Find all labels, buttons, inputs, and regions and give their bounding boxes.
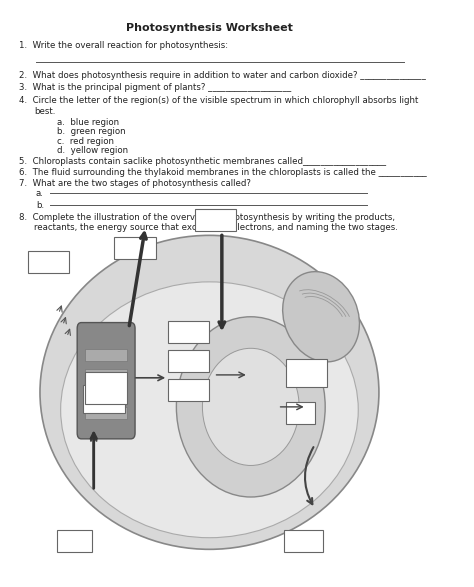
FancyBboxPatch shape <box>85 387 127 399</box>
Text: 5.  Chloroplasts contain saclike photosynthetic membranes called________________: 5. Chloroplasts contain saclike photosyn… <box>19 157 386 166</box>
Ellipse shape <box>61 282 358 538</box>
FancyBboxPatch shape <box>284 530 323 552</box>
Text: Photosynthesis Worksheet: Photosynthesis Worksheet <box>126 23 293 33</box>
FancyBboxPatch shape <box>85 372 127 404</box>
Text: a.: a. <box>36 190 44 198</box>
Ellipse shape <box>283 272 359 362</box>
Text: 3.  What is the principal pigment of plants? ___________________: 3. What is the principal pigment of plan… <box>19 83 292 92</box>
FancyBboxPatch shape <box>83 385 125 413</box>
Text: best.: best. <box>34 107 55 116</box>
FancyBboxPatch shape <box>195 208 237 231</box>
FancyBboxPatch shape <box>286 402 315 424</box>
Ellipse shape <box>202 348 299 465</box>
Text: 1.  Write the overall reaction for photosynthesis:: 1. Write the overall reaction for photos… <box>19 41 228 49</box>
FancyBboxPatch shape <box>286 359 327 386</box>
Text: 6.  The fluid surrounding the thylakoid membranes in the chloroplasts is called : 6. The fluid surrounding the thylakoid m… <box>19 168 427 177</box>
Text: 8.  Complete the illustration of the overview of photosynthesis by writing the p: 8. Complete the illustration of the over… <box>19 213 395 222</box>
FancyBboxPatch shape <box>85 407 127 419</box>
Text: 4.  Circle the letter of the region(s) of the visible spectrum in which chloroph: 4. Circle the letter of the region(s) of… <box>19 96 419 105</box>
FancyBboxPatch shape <box>168 350 210 372</box>
FancyBboxPatch shape <box>85 349 127 361</box>
FancyBboxPatch shape <box>56 530 91 552</box>
Text: b.  green region: b. green region <box>56 127 125 136</box>
FancyBboxPatch shape <box>27 251 69 273</box>
Text: 2.  What does photosynthesis require in addition to water and carbon dioxide? __: 2. What does photosynthesis require in a… <box>19 72 426 80</box>
Text: reactants, the energy source that excites the electrons, and naming the two stag: reactants, the energy source that excite… <box>34 223 398 232</box>
Text: 7.  What are the two stages of photosynthesis called?: 7. What are the two stages of photosynth… <box>19 179 251 188</box>
FancyBboxPatch shape <box>168 379 210 401</box>
FancyBboxPatch shape <box>77 323 135 439</box>
Text: c.  red region: c. red region <box>56 137 113 146</box>
FancyBboxPatch shape <box>85 369 127 380</box>
Ellipse shape <box>40 235 379 549</box>
FancyBboxPatch shape <box>114 237 156 259</box>
Text: a.  blue region: a. blue region <box>56 118 118 127</box>
Text: d.  yellow region: d. yellow region <box>56 146 128 155</box>
Text: b.: b. <box>36 201 44 210</box>
Ellipse shape <box>176 317 325 497</box>
FancyBboxPatch shape <box>168 321 210 343</box>
